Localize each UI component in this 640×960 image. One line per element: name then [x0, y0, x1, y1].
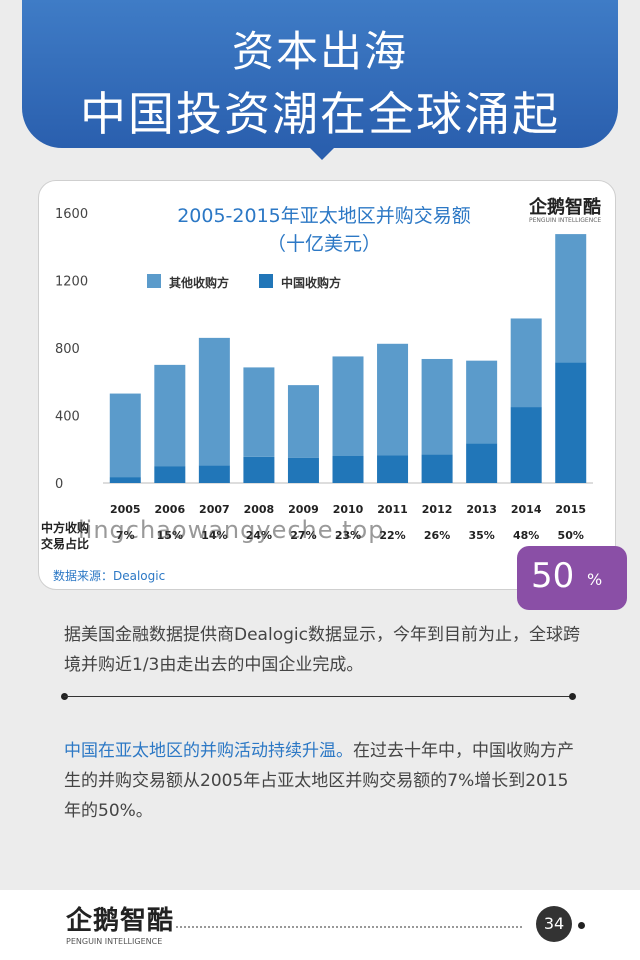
title-line-2: 中国投资潮在全球涌起	[80, 87, 560, 141]
share-value-label: 22%	[379, 529, 405, 542]
share-value-label: 35%	[468, 529, 494, 542]
bar-segment	[510, 318, 542, 408]
share-value-label: 27%	[290, 529, 316, 542]
bar-segment	[198, 465, 230, 483]
x-tick-label: 2005	[110, 503, 141, 516]
chart-subtitle: （十亿美元）	[266, 233, 381, 255]
x-tick-label: 2010	[333, 503, 364, 516]
badge-value: 50	[531, 556, 575, 596]
share-value-label: 26%	[424, 529, 450, 542]
paragraph-1: 据美国金融数据提供商Dealogic数据显示，今年到目前为止，全球跨境并购近1/…	[64, 625, 580, 675]
share-value-label: 24%	[246, 529, 272, 542]
x-tick-label: 2009	[288, 503, 319, 516]
footer-logo: 企鹅智酷 PENGUIN INTELLIGENCE	[66, 900, 174, 946]
paragraph-2: 中国在亚太地区的并购活动持续升温。在过去十年中，中国收购方产生的并购交易额从20…	[64, 736, 584, 826]
bar-chart: 0 400 800 1200 1600 2005 7% 2006 15% 2007 14% 2008 2…	[55, 207, 593, 542]
legend-label-china: 中国收购方	[281, 276, 342, 290]
share-badge: 50 %	[517, 546, 627, 610]
x-tick-label: 2012	[422, 503, 453, 516]
title-banner: 资本出海 中国投资潮在全球涌起	[22, 0, 618, 148]
x-tick-label: 2007	[199, 503, 230, 516]
chart-logo: 企鹅智酷 PENGUIN INTELLIGENCE	[529, 193, 609, 224]
share-row-label-2: 交易占比	[41, 537, 90, 551]
share-value-label: 50%	[558, 529, 584, 542]
bar-segment	[466, 360, 498, 444]
x-tick-label: 2011	[377, 503, 408, 516]
x-tick-label: 2014	[511, 503, 542, 516]
share-value-label: 7%	[116, 529, 135, 542]
bar-segment	[466, 443, 498, 483]
bar-segment	[332, 356, 364, 456]
title-line-1: 资本出海	[231, 27, 408, 76]
y-tick-label: 800	[55, 342, 80, 357]
banner-pointer	[308, 146, 336, 160]
watermark: lingchaowangyeche.top	[78, 516, 385, 544]
bar-segment	[287, 385, 319, 458]
bar-segment	[109, 477, 141, 483]
chart-title: 2005-2015年亚太地区并购交易额	[177, 205, 471, 227]
bar-segment	[198, 337, 230, 466]
bar-segment	[109, 393, 141, 478]
x-tick-label: 2008	[244, 503, 275, 516]
footer-dotted-line	[176, 926, 522, 928]
y-tick-label: 400	[55, 410, 80, 425]
page-dot	[578, 922, 585, 929]
chart-card: 0 400 800 1200 1600 2005 7% 2006 15% 2007 14% 2008 2…	[38, 180, 616, 590]
x-tick-label: 2013	[466, 503, 497, 516]
divider-dot-right	[569, 693, 576, 700]
footer: 企鹅智酷 PENGUIN INTELLIGENCE 34	[0, 890, 640, 960]
chart-logo-name: 企鹅智酷	[529, 197, 601, 218]
bar-segment	[287, 457, 319, 483]
footer-logo-sub: PENGUIN INTELLIGENCE	[66, 937, 163, 946]
x-tick-label: 2015	[555, 503, 586, 516]
bar-segment	[332, 456, 364, 483]
bar-segment	[243, 367, 275, 457]
paragraph-2-highlight: 中国在亚太地区的并购活动持续升温。	[64, 741, 353, 761]
x-tick-label: 2006	[155, 503, 186, 516]
share-row-label-1: 中方收购	[41, 521, 90, 535]
legend-swatch-china	[259, 274, 273, 288]
share-value-label: 23%	[335, 529, 361, 542]
bar-segment	[555, 234, 587, 363]
bar-segment	[243, 456, 275, 483]
bar-segment	[154, 466, 186, 483]
share-value-label: 15%	[157, 529, 183, 542]
share-value-label: 14%	[201, 529, 227, 542]
y-tick-label: 1600	[55, 207, 88, 222]
bar-segment	[421, 358, 453, 455]
paragraph-2-text: 在过去十年中，中国收购方产生的并购交易额从2005年占亚太地区并购交易额的7%增…	[64, 741, 574, 821]
bar-segment	[377, 455, 409, 483]
y-tick-label: 0	[55, 477, 63, 492]
bar-segment	[555, 362, 587, 483]
legend-swatch-other	[147, 274, 161, 288]
page-number: 34	[536, 906, 572, 942]
bar-segment	[421, 454, 453, 483]
bar-segment	[377, 343, 409, 456]
legend-label-other: 其他收购方	[169, 276, 230, 290]
footer-logo-name: 企鹅智酷	[66, 906, 175, 936]
chart-logo-sub: PENGUIN INTELLIGENCE	[529, 217, 602, 224]
share-value-label: 48%	[513, 529, 539, 542]
bar-segment	[510, 407, 542, 483]
badge-unit: %	[587, 570, 603, 589]
data-source: 数据来源：Dealogic	[53, 569, 166, 583]
divider	[64, 696, 574, 697]
y-tick-label: 1200	[55, 275, 88, 290]
bar-segment	[154, 364, 186, 467]
